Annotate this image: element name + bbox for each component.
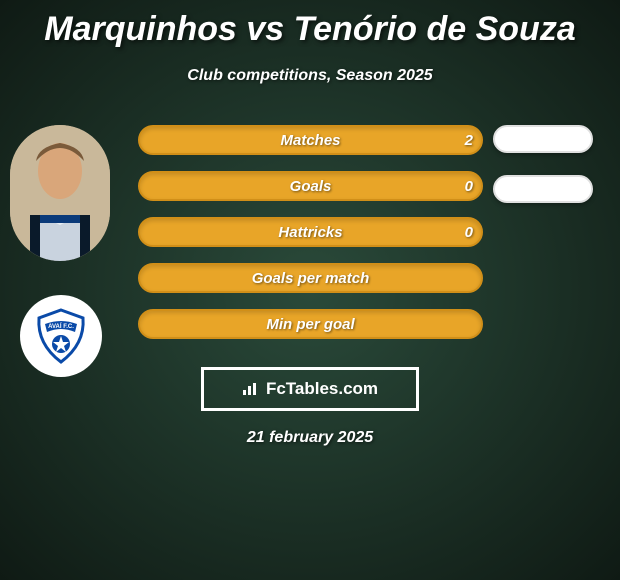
subtitle: Club competitions, Season 2025 — [0, 67, 620, 85]
club-logo: AVAÍ F.C. — [20, 295, 102, 377]
bar-chart-icon — [242, 382, 260, 396]
stat-pill-right — [493, 175, 593, 203]
stat-row: Goals per match — [138, 263, 483, 293]
date-label: 21 february 2025 — [0, 429, 620, 447]
stat-pill-right — [493, 125, 593, 153]
club-shield-icon: AVAÍ F.C. — [31, 306, 91, 366]
stat-row: Goals 0 — [138, 171, 483, 201]
stat-row: Hattricks 0 — [138, 217, 483, 247]
avatar-placeholder-icon — [10, 125, 110, 261]
comparison-panel: AVAÍ F.C. Matches 2 Goals 0 Hattricks 0 … — [0, 125, 620, 339]
page-title: Marquinhos vs Tenório de Souza — [0, 0, 620, 49]
player-avatar — [10, 125, 110, 261]
source-badge-text: FcTables.com — [266, 379, 378, 399]
stat-label: Min per goal — [266, 316, 354, 333]
source-badge: FcTables.com — [201, 367, 419, 411]
stat-value-left: 0 — [465, 224, 473, 241]
svg-text:AVAÍ F.C.: AVAÍ F.C. — [48, 322, 74, 330]
stat-value-left: 2 — [465, 132, 473, 149]
stat-rows: Matches 2 Goals 0 Hattricks 0 Goals per … — [138, 125, 483, 339]
stat-value-left: 0 — [465, 178, 473, 195]
stat-label: Goals — [290, 178, 332, 195]
stat-label: Hattricks — [278, 224, 342, 241]
stat-row: Matches 2 — [138, 125, 483, 155]
stat-row: Min per goal — [138, 309, 483, 339]
stat-label: Goals per match — [252, 270, 370, 287]
stat-label: Matches — [280, 132, 340, 149]
